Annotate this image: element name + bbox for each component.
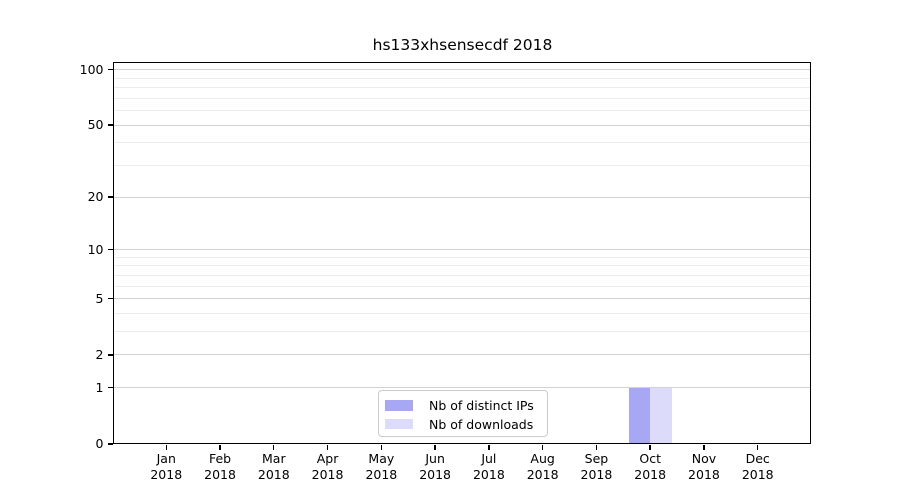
y-tick-label: 50: [87, 117, 104, 133]
minor-gridline: [113, 110, 811, 112]
major-gridline: [113, 354, 811, 356]
legend-swatch-distinct-ips: [385, 400, 413, 411]
minor-gridline: [113, 97, 811, 99]
bar-distinct-ips-Oct: [628, 387, 651, 444]
legend-label-distinct-ips: Nb of distinct IPs: [429, 398, 534, 413]
major-gridline: [113, 124, 811, 126]
y-tick-mark: [108, 124, 113, 126]
x-tick-label: Nov 2018: [688, 451, 720, 482]
y-tick-label: 1: [95, 379, 104, 395]
minor-gridline: [113, 142, 811, 144]
y-tick-label: 2: [95, 346, 104, 362]
y-tick-mark: [108, 297, 113, 300]
x-tick-mark: [165, 445, 167, 450]
x-tick-mark: [595, 445, 598, 450]
minor-gridline: [113, 285, 811, 287]
minor-gridline: [113, 265, 811, 267]
x-tick-label: Feb 2018: [204, 451, 236, 482]
major-gridline: [113, 69, 811, 71]
y-tick-mark: [108, 68, 113, 71]
minor-gridline: [113, 274, 811, 276]
y-tick-mark: [108, 248, 113, 251]
y-tick-mark: [108, 387, 113, 389]
y-tick-mark: [108, 354, 113, 356]
x-tick-label: Sep 2018: [580, 451, 613, 482]
x-tick-label: Jan 2018: [150, 451, 183, 482]
x-tick-mark: [380, 445, 383, 450]
x-tick-mark: [757, 445, 759, 450]
x-tick-label: Aug 2018: [526, 451, 559, 482]
x-tick-label: Jul 2018: [472, 451, 505, 482]
x-tick-label: Dec 2018: [741, 451, 774, 482]
minor-gridline: [113, 331, 811, 333]
y-tick-mark: [108, 196, 113, 198]
x-tick-label: May 2018: [365, 451, 398, 482]
legend-item-distinct-ips: Nb of distinct IPs: [385, 398, 534, 413]
x-tick-mark: [541, 445, 544, 450]
x-tick-label: Mar 2018: [257, 451, 290, 482]
major-gridline: [113, 298, 811, 300]
major-gridline: [113, 387, 811, 389]
y-tick-mark: [108, 443, 113, 445]
plot-frame: [112, 61, 811, 444]
bar-downloads-Oct: [650, 387, 672, 444]
y-tick-label: 5: [95, 290, 104, 306]
chart-title: hs133xhsensecdf 2018: [372, 36, 553, 54]
legend: Nb of distinct IPs Nb of downloads: [378, 390, 548, 437]
x-tick-mark: [326, 445, 329, 450]
y-tick-label: 0: [95, 436, 104, 451]
x-tick-label: Apr 2018: [311, 451, 344, 482]
x-tick-mark: [488, 445, 490, 450]
minor-gridline: [113, 87, 811, 89]
minor-gridline: [113, 312, 811, 314]
y-tick-label: 20: [87, 189, 104, 205]
x-tick-label: Oct 2018: [634, 451, 667, 482]
minor-gridline: [113, 77, 811, 79]
y-tick-label: 10: [87, 241, 104, 257]
x-tick-mark: [703, 445, 705, 450]
minor-gridline: [113, 256, 811, 258]
legend-swatch-downloads: [385, 418, 413, 430]
legend-item-downloads: Nb of downloads: [385, 416, 534, 432]
x-tick-label: Jun 2018: [419, 451, 452, 482]
minor-gridline: [113, 164, 811, 166]
x-tick-mark: [434, 445, 436, 450]
major-gridline: [113, 196, 811, 198]
legend-label-downloads: Nb of downloads: [429, 416, 534, 432]
y-tick-label: 100: [79, 61, 104, 77]
x-tick-mark: [273, 445, 275, 450]
x-tick-mark: [219, 445, 221, 450]
x-tick-mark: [649, 445, 651, 450]
major-gridline: [113, 249, 811, 250]
